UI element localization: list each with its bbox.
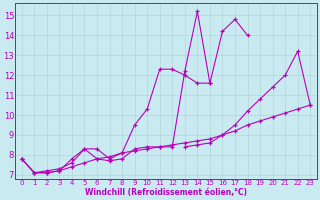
X-axis label: Windchill (Refroidissement éolien,°C): Windchill (Refroidissement éolien,°C) [85,188,247,197]
